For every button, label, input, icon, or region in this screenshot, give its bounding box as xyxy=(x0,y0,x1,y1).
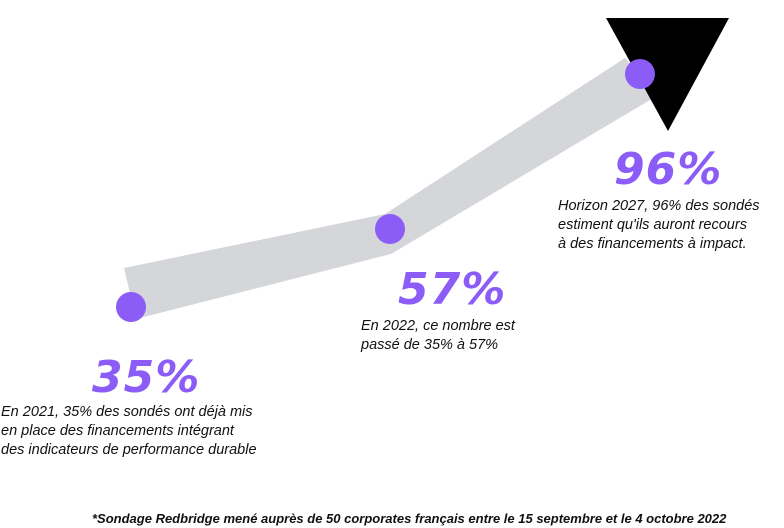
data-point-2022 xyxy=(375,214,405,244)
description-2027: Horizon 2027, 96% des sondés estiment qu… xyxy=(558,197,760,254)
description-2021-line-2: en place des financements intégrant xyxy=(1,423,234,439)
description-2021-line-3: des indicateurs de performance durable xyxy=(1,442,257,458)
footnote: *Sondage Redbridge mené auprès de 50 cor… xyxy=(92,511,727,526)
trend-band-upper xyxy=(385,58,660,254)
description-2027-line-1: Horizon 2027, 96% des sondés xyxy=(558,198,760,214)
value-label-2021: 35% xyxy=(92,352,201,403)
description-2022-line-1: En 2022, ce nombre est xyxy=(361,318,515,334)
value-label-2027: 96% xyxy=(614,144,723,195)
data-point-2021 xyxy=(116,292,146,322)
description-2021: En 2021, 35% des sondés ont déjà mis en … xyxy=(1,403,257,460)
arrow-head xyxy=(606,18,729,131)
description-2021-line-1: En 2021, 35% des sondés ont déjà mis xyxy=(1,404,253,420)
description-2022: En 2022, ce nombre est passé de 35% à 57… xyxy=(361,317,515,355)
description-2027-line-3: à des financements à impact. xyxy=(558,236,747,252)
description-2022-line-2: passé de 35% à 57% xyxy=(361,337,499,353)
description-2027-line-2: estiment qu'ils auront recours xyxy=(558,217,747,233)
value-label-2022: 57% xyxy=(398,264,507,315)
trend-band-lower xyxy=(124,214,391,319)
data-point-2027 xyxy=(625,59,655,89)
